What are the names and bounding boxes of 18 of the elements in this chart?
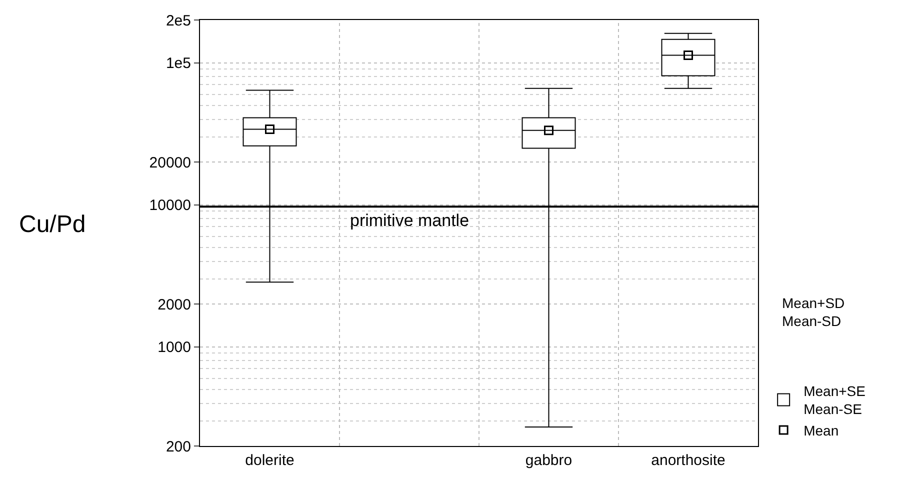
ref-line-label: primitive mantle <box>350 211 470 230</box>
y-tick-label: 2000 <box>158 296 191 314</box>
y-tick-label: 1e5 <box>166 55 191 72</box>
legend-label: Mean+SE Mean-SE <box>804 383 866 418</box>
x-tick-label: anorthosite <box>651 452 726 469</box>
y-tick-label: 200 <box>166 438 191 456</box>
point <box>265 124 274 134</box>
y-tick-label: 2e5 <box>166 12 191 30</box>
y-axis-title: Cu/Pd <box>19 211 86 238</box>
legend-label: Mean <box>804 422 839 438</box>
y-tick-label: 10000 <box>149 197 191 214</box>
y-tick-label: 1000 <box>158 339 191 356</box>
text: Mean+SD Mean-SD <box>782 295 845 330</box>
y-tick-label: 20000 <box>149 154 191 172</box>
point <box>684 50 693 60</box>
x-tick-label: gabbro <box>525 452 572 469</box>
point <box>544 126 554 136</box>
x-tick-label: dolerite <box>245 452 294 469</box>
